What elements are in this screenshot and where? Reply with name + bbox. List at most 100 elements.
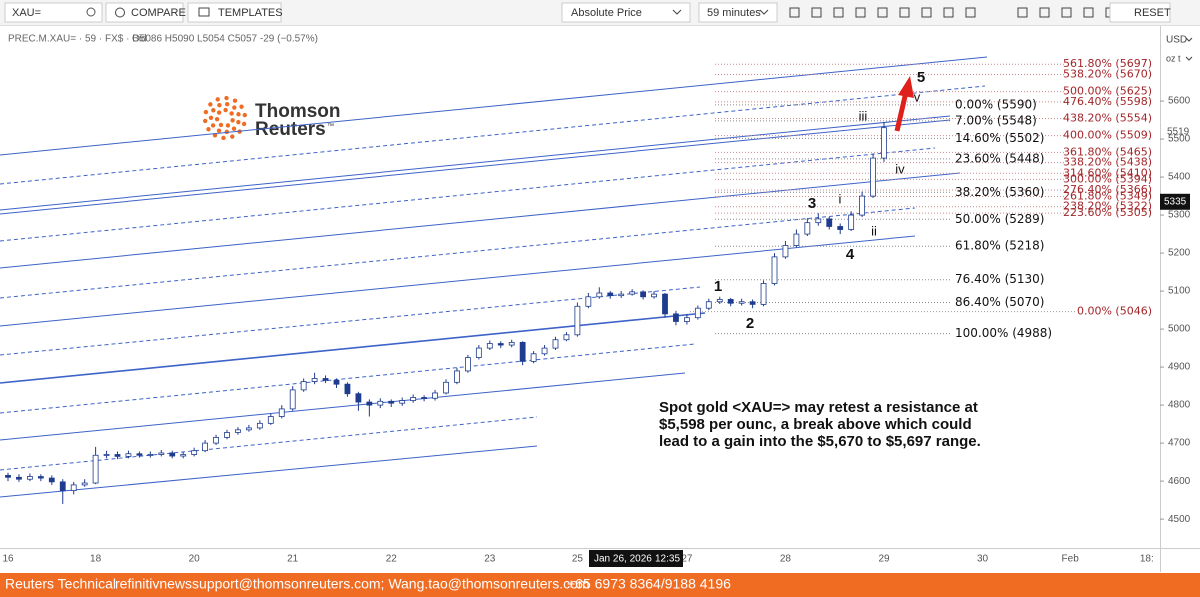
extension-label: 338.20% (5438)	[1063, 156, 1152, 169]
logo-dot	[236, 112, 241, 117]
candle-body	[475, 347, 482, 358]
candle-body	[771, 256, 778, 284]
retracement-label: 23.60% (5448)	[955, 151, 1044, 165]
candle-body	[596, 292, 603, 298]
arrow	[894, 76, 914, 132]
wave-label: v	[914, 89, 921, 104]
logo-mark: ™	[327, 123, 334, 130]
candle-body	[749, 301, 756, 305]
search-icon	[86, 7, 96, 17]
chevron	[672, 9, 682, 15]
y-tick-label: 5200	[1168, 248, 1191, 259]
legend-instrument: PREC.M.XAU= · 59 · FX$ · Bid	[8, 34, 147, 45]
tool-icons	[789, 7, 1116, 18]
candle-body	[114, 454, 121, 457]
candle-body	[519, 341, 526, 362]
symbol: XAU=	[12, 7, 41, 19]
wave-label: iii	[859, 108, 868, 123]
x-tick-label: 30	[977, 554, 989, 565]
x-tick-label: 16	[2, 554, 14, 565]
candle-body	[486, 343, 493, 349]
logo-dot	[203, 109, 209, 115]
annotation: lead to a gain into the $5,670 to $5,697…	[659, 433, 981, 450]
logo-dot	[225, 123, 231, 128]
logo-dot	[229, 111, 234, 116]
x-tick-label: 20	[189, 554, 201, 565]
crosshair-time: 12:35	[655, 554, 680, 565]
extension-label: 276.40% (5366)	[1063, 183, 1152, 196]
chevron	[1185, 56, 1193, 61]
candle-body	[81, 482, 88, 486]
candle-body	[92, 454, 99, 484]
tool-icon	[1061, 7, 1072, 18]
crosshair-date: Jan 26, 2026	[594, 554, 652, 565]
logo-dot	[215, 97, 220, 102]
extension-label: 0.00% (5046)	[1077, 305, 1152, 318]
candle-body	[37, 476, 44, 479]
interval-select[interactable]	[698, 2, 778, 23]
tool-icon	[943, 7, 954, 18]
candle-body	[563, 334, 570, 341]
candle-body	[859, 195, 865, 216]
candle-body	[48, 477, 55, 483]
candle-body	[541, 347, 548, 355]
templates-button[interactable]	[187, 2, 282, 23]
extension-label: 261.80% (5349)	[1063, 189, 1152, 202]
y-tick-label: 4600	[1168, 476, 1191, 487]
candle-body	[716, 299, 723, 303]
symbol-input[interactable]	[4, 2, 103, 23]
logo-dot	[211, 108, 216, 113]
candle-body	[454, 370, 460, 383]
tool-icon	[921, 7, 932, 18]
annotation: Spot gold <XAU=> may retest a resistance…	[659, 399, 978, 416]
candle-body	[202, 442, 209, 452]
candle-body	[782, 245, 789, 258]
candle-body	[213, 437, 219, 444]
compare-button[interactable]	[105, 2, 184, 23]
retracement-label: 76.40% (5130)	[955, 272, 1044, 286]
candle-body	[574, 305, 581, 336]
logo-text: Reuters	[255, 119, 326, 140]
y-tick-label: 5300	[1168, 210, 1191, 221]
unit: oz t	[1166, 53, 1181, 63]
y-tick-label: 5600	[1168, 96, 1191, 107]
candle-body	[235, 429, 241, 433]
extension-label: 500.00% (5625)	[1063, 85, 1152, 98]
x-tick-label: 25	[572, 554, 584, 565]
candle-body	[16, 476, 22, 480]
extension-label: 300.00% (5394)	[1063, 172, 1152, 185]
candle-body	[224, 432, 230, 438]
interval: 59 minutes	[707, 7, 761, 19]
candle-body	[705, 301, 712, 309]
candle-body	[651, 293, 657, 298]
y-tick-label: 4800	[1168, 400, 1191, 411]
candle-body	[815, 218, 822, 224]
reset-button[interactable]	[1109, 2, 1171, 23]
candle-body	[158, 452, 165, 455]
price-mode: Absolute Price	[571, 7, 642, 19]
candle-body	[278, 408, 285, 417]
candle-body	[443, 381, 449, 394]
extension-label: 314.60% (5410)	[1063, 166, 1152, 179]
extension-label: 238.20% (5322)	[1063, 200, 1152, 213]
price-mode-select[interactable]	[561, 2, 691, 23]
candle-body	[333, 380, 340, 385]
templates-label: TEMPLATES	[218, 7, 283, 19]
compare-label: COMPARE	[131, 7, 186, 19]
y-tick-label: 4700	[1168, 438, 1191, 449]
retracement-label: 61.80% (5218)	[955, 239, 1044, 253]
logo-dot	[231, 126, 237, 131]
candle-body	[26, 476, 33, 480]
candle-body	[103, 454, 110, 456]
retracement-label: 7.00% (5548)	[955, 113, 1037, 127]
candle-body	[355, 393, 362, 403]
y-tick-label: 5500	[1168, 134, 1191, 145]
candle-body	[256, 422, 263, 429]
candle-body	[607, 292, 614, 297]
crosshair-price: 5335	[1164, 196, 1187, 207]
tool-icon	[1017, 7, 1028, 18]
tool-icon	[833, 7, 844, 18]
candle-body	[421, 397, 428, 399]
chevron	[1185, 37, 1193, 42]
candle-body	[366, 401, 373, 406]
